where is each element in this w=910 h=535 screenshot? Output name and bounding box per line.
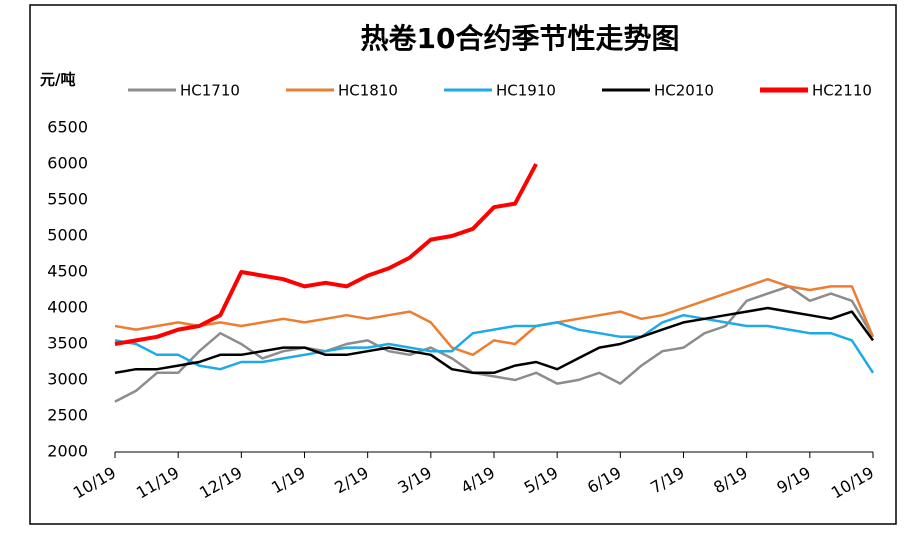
y-tick-label: 2500	[47, 406, 88, 425]
y-tick-label: 3000	[47, 370, 88, 389]
chart-title: 热卷10合约季节性走势图	[361, 22, 680, 55]
legend-label: HC1710	[180, 82, 240, 100]
y-tick-label: 3500	[47, 334, 88, 353]
series-line	[114, 313, 875, 374]
y-tick-label: 6000	[47, 154, 88, 173]
y-tick-label: 4000	[47, 298, 88, 317]
legend-label: HC2110	[812, 82, 872, 100]
y-axis-label: 元/吨	[40, 71, 75, 89]
legend-label: HC1810	[338, 82, 398, 100]
y-tick-label: 6500	[47, 118, 88, 137]
series-line	[114, 163, 538, 346]
y-tick-label: 5500	[47, 190, 88, 209]
series-line	[114, 277, 875, 357]
frame	[29, 4, 897, 525]
series-line	[114, 306, 875, 375]
y-tick-label: 5000	[47, 226, 88, 245]
legend-label: HC2010	[654, 82, 714, 100]
legend-label: HC1910	[496, 82, 556, 100]
y-tick-label: 4500	[47, 262, 88, 281]
series-line	[114, 285, 875, 403]
y-tick-label: 2000	[47, 442, 88, 461]
